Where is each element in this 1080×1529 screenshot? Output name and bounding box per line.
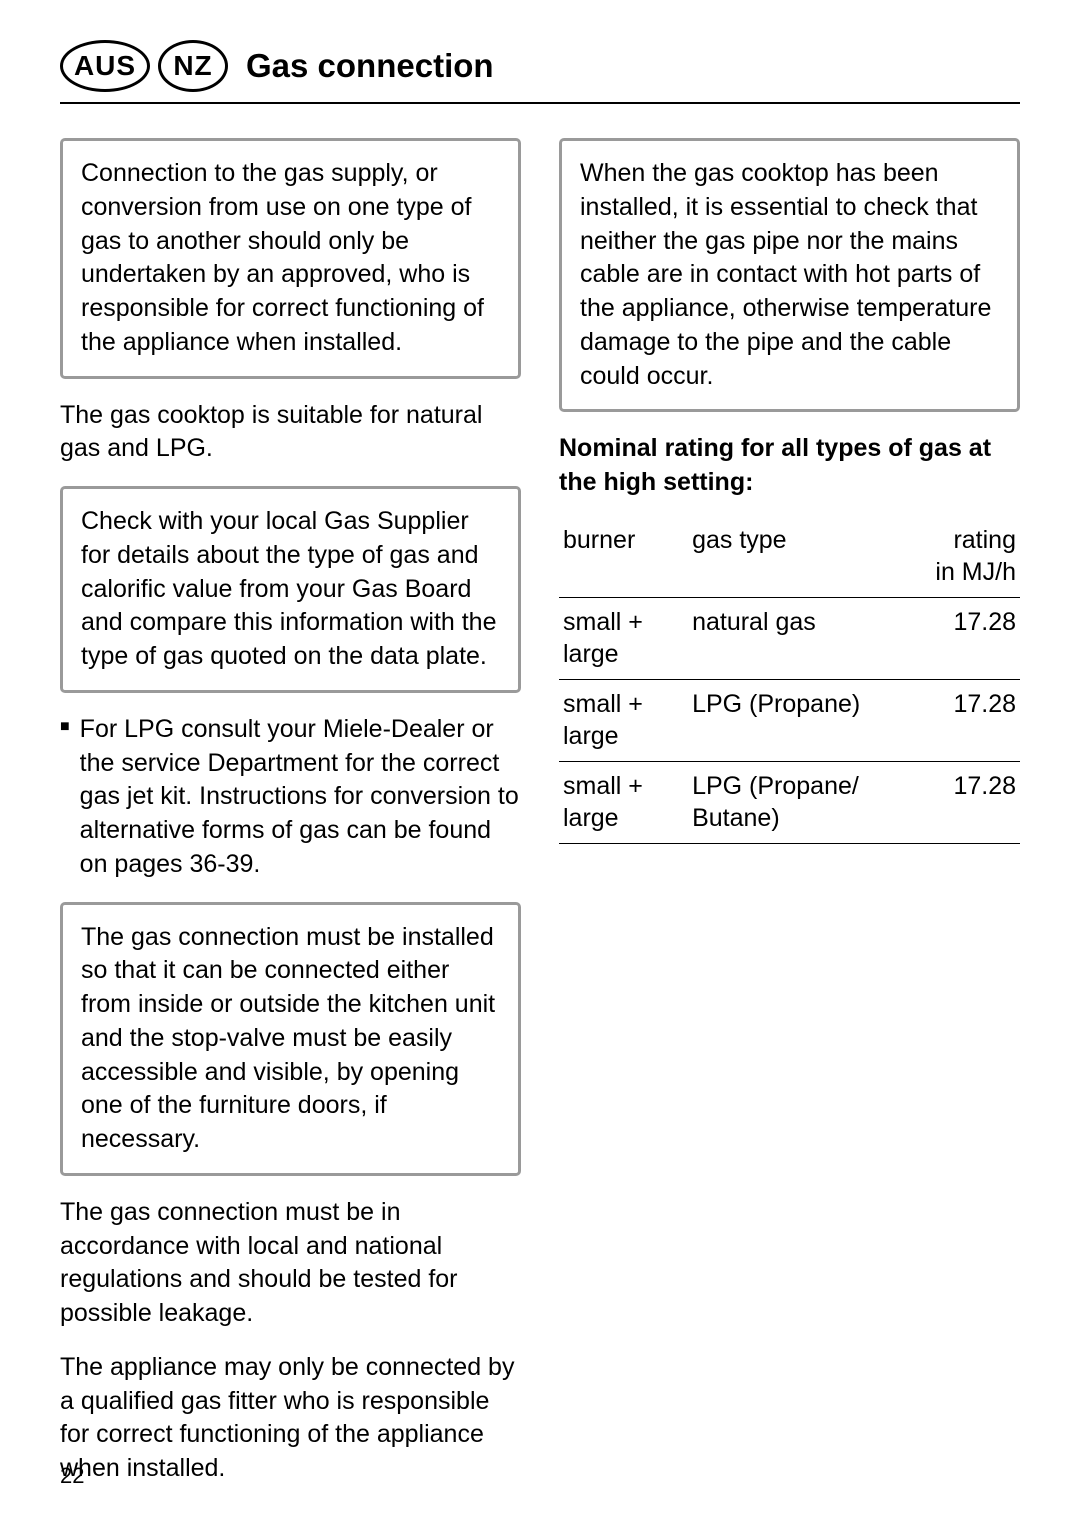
cell-rating: 17.28 [882,597,1020,679]
bullet-lpg-text: For LPG consult your Miele-Dealer or the… [80,713,521,882]
paragraph-fitter: The appliance may only be connected by a… [60,1351,521,1486]
cell-rating: 17.28 [882,679,1020,761]
table-header-row: burner gas type rating in MJ/h [559,516,1020,598]
content-area: Connection to the gas supply, or convers… [60,134,1020,1506]
right-column: When the gas cooktop has been installed,… [559,134,1020,1506]
info-box-warning: When the gas cooktop has been installed,… [559,138,1020,412]
th-burner: burner [559,516,688,598]
table-row: small + large natural gas 17.28 [559,597,1020,679]
ratings-table: burner gas type rating in MJ/h small + l… [559,516,1020,844]
page-header: AUS NZ Gas connection [60,40,1020,104]
th-gas-type: gas type [688,516,882,598]
page-number: 22 [60,1463,84,1489]
bullet-square-icon: ■ [60,713,70,882]
region-badge-aus: AUS [60,40,150,92]
cell-burner: small + large [559,597,688,679]
cell-burner: small + large [559,679,688,761]
left-column: Connection to the gas supply, or convers… [60,134,521,1506]
page-title: Gas connection [246,47,494,85]
paragraph-regulations: The gas connection must be in accordance… [60,1196,521,1331]
cell-burner: small + large [559,761,688,843]
th-rating-line1: rating [953,526,1016,554]
info-box-supplier: Check with your local Gas Supplier for d… [60,486,521,693]
info-box-connection: Connection to the gas supply, or convers… [60,138,521,379]
table-subheading: Nominal rating for all types of gas at t… [559,432,1020,500]
table-row: small + large LPG (Propane/ Butane) 17.2… [559,761,1020,843]
region-badge-nz: NZ [158,40,228,92]
cell-gas: natural gas [688,597,882,679]
bullet-lpg: ■ For LPG consult your Miele-Dealer or t… [60,713,521,882]
th-rating-line2: in MJ/h [935,558,1016,586]
th-rating: rating in MJ/h [882,516,1020,598]
cell-gas: LPG (Propane) [688,679,882,761]
paragraph-suitable: The gas cooktop is suitable for natural … [60,399,521,467]
info-box-install: The gas connection must be installed so … [60,902,521,1176]
cell-gas: LPG (Propane/ Butane) [688,761,882,843]
cell-rating: 17.28 [882,761,1020,843]
table-row: small + large LPG (Propane) 17.28 [559,679,1020,761]
